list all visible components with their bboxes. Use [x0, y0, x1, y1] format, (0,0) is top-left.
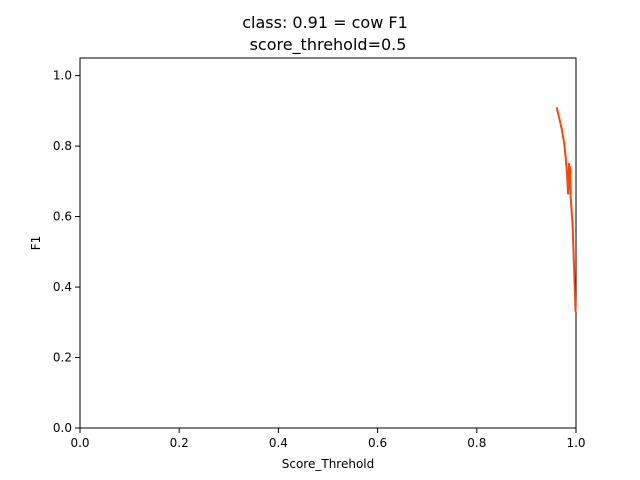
series-line-0 [555, 107, 577, 312]
chart-title: class: 0.91 = cow F1 [242, 13, 408, 32]
y-tick-label: 1.0 [53, 69, 72, 83]
y-tick-label: 0.0 [53, 421, 72, 435]
y-tick-label: 0.2 [53, 351, 72, 365]
y-tick-label: 0.8 [53, 139, 72, 153]
y-axis-label: F1 [29, 236, 43, 251]
x-tick-label: 0.0 [70, 436, 89, 450]
x-tick-label: 1.0 [566, 436, 585, 450]
x-axis-label: Score_Threhold [282, 457, 375, 471]
y-tick-label: 0.6 [53, 210, 72, 224]
plot-area [79, 57, 577, 429]
y-tick-label: 0.4 [53, 280, 72, 294]
x-tick-label: 0.4 [269, 436, 288, 450]
chart-subtitle: score_threhold=0.5 [250, 35, 407, 55]
x-tick-label: 0.2 [170, 436, 189, 450]
x-tick-label: 0.8 [467, 436, 486, 450]
series-layer [555, 107, 577, 312]
y-axis-ticks: 0.0 0.2 0.4 0.6 0.8 1.0 [53, 69, 80, 435]
x-axis-ticks: 0.0 0.2 0.4 0.6 0.8 1.0 [70, 428, 586, 450]
x-tick-label: 0.6 [368, 436, 387, 450]
